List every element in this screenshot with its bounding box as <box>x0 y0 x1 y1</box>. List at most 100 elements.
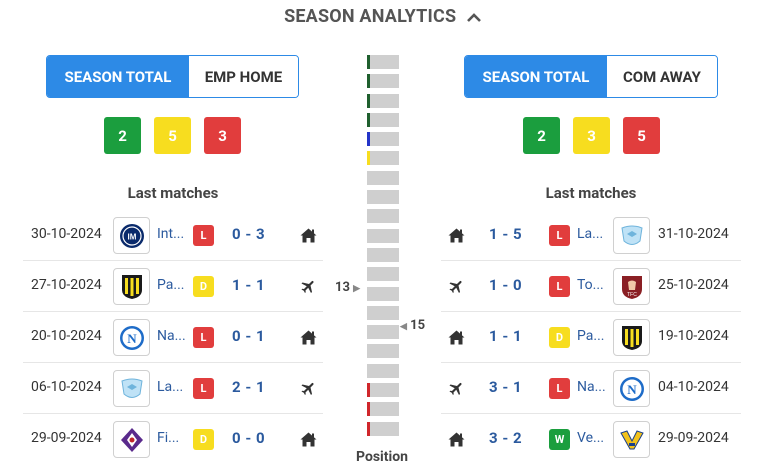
verona-logo <box>613 421 650 458</box>
match-row[interactable]: 20-10-2024 N Na... L 0 - 1 <box>23 312 323 363</box>
chevron-up-icon[interactable] <box>467 7 481 28</box>
home-emp-home-tab[interactable]: EMP HOME <box>188 56 298 97</box>
match-date: 20-10-2024 <box>31 328 102 344</box>
position-cell <box>367 74 399 89</box>
home-icon <box>299 226 317 244</box>
away-season-total-tab[interactable]: SEASON TOTAL <box>465 56 607 97</box>
away-com-away-tab[interactable]: COM AWAY <box>606 56 717 97</box>
match-date: 19-10-2024 <box>658 328 729 344</box>
match-row[interactable]: 29-09-2024 Ve... W 3 - 2 <box>441 414 741 465</box>
home-position-value: 13 <box>335 280 350 295</box>
position-cell <box>367 305 399 320</box>
position-cell <box>367 286 399 301</box>
opponent-name[interactable]: Pa... <box>577 328 605 344</box>
result-badge: D <box>549 327 570 348</box>
home-wdl-stats: 2 5 3 <box>104 117 241 154</box>
result-badge: D <box>193 429 214 450</box>
zone-mark <box>367 132 370 147</box>
result-badge: L <box>193 327 214 348</box>
match-score[interactable]: 1 - 0 <box>489 276 523 294</box>
match-date: 30-10-2024 <box>31 226 102 242</box>
position-cell <box>367 55 399 69</box>
napoli-logo: N <box>613 370 650 407</box>
away-draws-badge: 3 <box>573 117 610 154</box>
away-last-matches-title: Last matches <box>545 184 637 202</box>
opponent-name[interactable]: Fi... <box>157 430 180 446</box>
away-position-value: 15 <box>410 318 426 333</box>
opponent-name[interactable]: Ve... <box>577 430 605 446</box>
fiorentina-logo <box>113 421 150 458</box>
match-date: 06-10-2024 <box>31 379 102 395</box>
caret-left-icon: ◀ <box>400 322 407 332</box>
napoli-logo: N <box>113 319 150 356</box>
match-date: 27-10-2024 <box>31 277 102 293</box>
result-badge: L <box>193 225 214 246</box>
home-season-total-tab[interactable]: SEASON TOTAL <box>47 56 189 97</box>
caret-right-icon: ▶ <box>353 284 361 294</box>
plane-icon <box>447 277 465 295</box>
torino-logo: TFC <box>613 268 650 305</box>
home-scope-toggle[interactable]: SEASON TOTAL EMP HOME <box>46 55 299 98</box>
opponent-name[interactable]: La... <box>577 226 604 242</box>
plane-icon <box>299 277 317 295</box>
position-cell <box>367 93 399 108</box>
match-row[interactable]: 31-10-2024 La... L 1 - 5 <box>441 210 741 261</box>
zone-mark <box>367 55 370 69</box>
match-score[interactable]: 1 - 5 <box>489 225 523 243</box>
position-cell <box>367 209 399 224</box>
away-wins-badge: 2 <box>523 117 560 154</box>
lazio-logo <box>613 217 650 254</box>
result-badge: L <box>549 378 570 399</box>
zone-mark <box>367 74 370 89</box>
position-cell <box>367 132 399 147</box>
home-losses-badge: 3 <box>204 117 241 154</box>
season-analytics-header[interactable]: SEASON ANALYTICS <box>0 6 765 28</box>
svg-text:TFC: TFC <box>627 292 637 298</box>
section-title: SEASON ANALYTICS <box>284 6 457 27</box>
opponent-name[interactable]: To... <box>577 277 604 293</box>
match-score[interactable]: 0 - 0 <box>232 429 266 447</box>
opponent-name[interactable]: Na... <box>157 328 186 344</box>
zone-mark <box>367 402 370 417</box>
away-position-marker: ◀ 15 <box>400 318 425 333</box>
match-row[interactable]: 06-10-2024 La... L 2 - 1 <box>23 363 323 414</box>
plane-icon <box>299 379 317 397</box>
away-scope-toggle[interactable]: SEASON TOTAL COM AWAY <box>464 55 718 98</box>
position-cell <box>367 170 399 185</box>
match-date: 25-10-2024 <box>658 277 729 293</box>
match-row[interactable]: 27-10-2024 Pa... D 1 - 1 <box>23 261 323 312</box>
parma-logo <box>113 268 150 305</box>
result-badge: L <box>193 378 214 399</box>
match-row[interactable]: 04-10-2024 N Na... L 3 - 1 <box>441 363 741 414</box>
match-date: 31-10-2024 <box>658 226 729 242</box>
zone-mark <box>367 151 370 166</box>
match-date: 29-09-2024 <box>31 430 102 446</box>
match-date: 04-10-2024 <box>658 379 729 395</box>
opponent-name[interactable]: Na... <box>577 379 606 395</box>
opponent-name[interactable]: Int... <box>157 226 185 242</box>
match-score[interactable]: 2 - 1 <box>232 378 266 396</box>
match-row[interactable]: 25-10-2024 TFC To... L 1 - 0 <box>441 261 741 312</box>
opponent-name[interactable]: Pa... <box>157 277 185 293</box>
position-label: Position <box>356 449 408 465</box>
away-wdl-stats: 2 3 5 <box>523 117 660 154</box>
home-draws-badge: 5 <box>154 117 191 154</box>
match-score[interactable]: 1 - 1 <box>489 327 523 345</box>
match-row[interactable]: 19-10-2024 Pa... D 1 - 1 <box>441 312 741 363</box>
match-score[interactable]: 3 - 1 <box>489 378 523 396</box>
home-wins-badge: 2 <box>104 117 141 154</box>
league-position-column <box>367 55 399 441</box>
opponent-name[interactable]: La... <box>157 379 184 395</box>
position-cell <box>367 421 399 436</box>
result-badge: L <box>549 225 570 246</box>
match-score[interactable]: 3 - 2 <box>489 429 523 447</box>
match-row[interactable]: 30-10-2024 IM Int... L 0 - 3 <box>23 210 323 261</box>
position-cell <box>367 228 399 243</box>
match-score[interactable]: 0 - 3 <box>232 225 266 243</box>
match-score[interactable]: 0 - 1 <box>232 327 266 345</box>
match-score[interactable]: 1 - 1 <box>232 276 266 294</box>
match-row[interactable]: 29-09-2024 Fi... D 0 - 0 <box>23 414 323 465</box>
zone-mark <box>367 112 370 127</box>
svg-text:N: N <box>127 331 137 346</box>
home-icon <box>447 226 465 244</box>
